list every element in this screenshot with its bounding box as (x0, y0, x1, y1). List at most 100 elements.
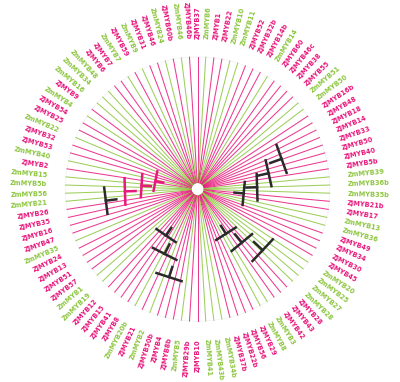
Text: ZmMYB43b: ZmMYB43b (213, 338, 224, 380)
Text: ZmMYB20b: ZmMYB20b (104, 320, 129, 360)
Text: ZmMYB7: ZmMYB7 (99, 32, 121, 63)
Text: ZjMYB60b: ZjMYB60b (160, 4, 173, 42)
Text: ZjMYB9: ZjMYB9 (54, 79, 80, 101)
Text: ZjMYB15: ZjMYB15 (81, 304, 106, 333)
Text: ZmMYB41: ZmMYB41 (204, 339, 212, 377)
Text: ZjMYB16: ZjMYB16 (21, 227, 54, 242)
Text: ZjMYB37b: ZjMYB37b (231, 334, 246, 372)
Text: ZmMYB2: ZmMYB2 (129, 328, 146, 361)
Text: ZjMYB47: ZjMYB47 (24, 236, 57, 253)
Text: ZmMYB10: ZmMYB10 (231, 6, 246, 44)
Text: ZmMYB3: ZmMYB3 (274, 316, 296, 346)
Text: ZjMYB50: ZjMYB50 (342, 136, 374, 151)
Text: ZmMYB28: ZmMYB28 (304, 291, 334, 322)
Text: ZjMYB21b: ZjMYB21b (347, 200, 385, 209)
Text: ZjMYB28: ZjMYB28 (297, 298, 323, 326)
Text: ZjMYB8: ZjMYB8 (101, 316, 121, 342)
Text: ZjMYB17: ZjMYB17 (346, 209, 379, 220)
Text: ZjMYB38: ZjMYB38 (297, 52, 323, 80)
Text: ZjMYB33: ZjMYB33 (338, 125, 371, 142)
Text: ZjMYB55: ZjMYB55 (304, 60, 331, 87)
Text: ZmMYB34b: ZmMYB34b (222, 336, 236, 379)
Text: ZjMYB52: ZjMYB52 (249, 18, 266, 50)
Text: ZjMYB59: ZjMYB59 (108, 27, 129, 58)
Text: ZjMYB42: ZjMYB42 (282, 310, 306, 340)
Text: ZjMYB13: ZjMYB13 (38, 262, 69, 283)
Text: ZmMYB13: ZmMYB13 (344, 219, 382, 232)
Text: ZmMYB27: ZmMYB27 (310, 285, 342, 314)
Text: ZjMYB43: ZjMYB43 (290, 304, 315, 333)
Text: ZjMYB25: ZjMYB25 (33, 105, 64, 125)
Text: ZmMYB14: ZmMYB14 (274, 28, 299, 63)
Text: ZjMYB12: ZjMYB12 (72, 298, 98, 326)
Text: ZmMYB16: ZmMYB16 (53, 65, 85, 94)
Text: ZmMYB5: ZmMYB5 (172, 338, 182, 371)
Text: ZmMYB51: ZmMYB51 (310, 65, 342, 94)
Text: ZjMYB24: ZjMYB24 (32, 253, 64, 274)
Text: ZmMYB15: ZmMYB15 (11, 169, 48, 178)
Text: ZjMYB49: ZjMYB49 (338, 236, 371, 253)
Text: ZjMYB31: ZjMYB31 (129, 18, 146, 50)
Text: ZjMYB30: ZjMYB30 (331, 253, 363, 274)
Text: ZmMYB5b: ZmMYB5b (10, 180, 48, 188)
Text: ZjMYB50b: ZjMYB50b (138, 332, 155, 369)
Text: ZjMYB10: ZjMYB10 (195, 340, 201, 372)
Text: ZjMYB16b: ZjMYB16b (321, 83, 356, 108)
Text: ZjMYB7: ZjMYB7 (92, 42, 113, 68)
Text: ZjMYB60: ZjMYB60 (282, 38, 306, 68)
Text: ZmMYB1: ZmMYB1 (57, 285, 85, 311)
Text: ZjMYB46: ZjMYB46 (139, 14, 155, 47)
Text: ZjMYB53: ZjMYB53 (21, 136, 54, 151)
Text: ZjMYB57: ZjMYB57 (50, 277, 80, 302)
Text: ZmMYB20: ZmMYB20 (321, 270, 356, 295)
Text: ZjMYB8b: ZjMYB8b (161, 336, 173, 369)
Text: ZmMYB19: ZmMYB19 (61, 291, 92, 322)
Text: ZmMYB36b: ZmMYB36b (348, 180, 390, 188)
Text: ZmMYB25: ZmMYB25 (316, 277, 349, 304)
Text: ZjMYB29: ZjMYB29 (258, 324, 277, 356)
Text: ZmMYB8: ZmMYB8 (266, 320, 287, 352)
Text: ZmMYB4: ZmMYB4 (44, 86, 74, 108)
Text: ZmMYB36: ZmMYB36 (342, 227, 379, 243)
Text: ZmMYB35b: ZmMYB35b (348, 191, 390, 198)
Text: ZjMYB32: ZjMYB32 (24, 125, 57, 142)
Text: ZjMYB48: ZjMYB48 (326, 95, 358, 117)
Text: ZjMYB26: ZjMYB26 (16, 209, 50, 220)
Text: ZmMYB46: ZmMYB46 (172, 3, 182, 40)
Text: ZjMYB46b: ZjMYB46b (183, 2, 191, 39)
Text: ZjMYB18: ZjMYB18 (331, 105, 363, 125)
Text: ZjMYB6: ZjMYB6 (84, 48, 106, 74)
Text: ZjMYB14: ZjMYB14 (335, 115, 367, 133)
Text: ZmMYB9: ZmMYB9 (118, 22, 138, 54)
Text: ZjMYB1: ZjMYB1 (213, 12, 222, 40)
Text: ZmMYB50: ZmMYB50 (316, 74, 349, 101)
Text: ZmMYB11: ZmMYB11 (240, 10, 257, 47)
Text: ZjMYB34: ZjMYB34 (335, 245, 367, 263)
Text: ZjMYB5b: ZjMYB5b (346, 158, 379, 169)
Text: ZmMYB24: ZmMYB24 (149, 6, 164, 44)
Text: ZjMYB37: ZjMYB37 (195, 6, 201, 39)
Text: ZjMYB56: ZjMYB56 (249, 328, 266, 361)
Text: ZjMYB45: ZjMYB45 (326, 262, 358, 283)
Text: ZjMYB22: ZjMYB22 (222, 9, 234, 42)
Text: ZmMYB40: ZmMYB40 (14, 146, 51, 160)
Text: ZjMYB14b: ZjMYB14b (266, 23, 289, 58)
Text: ZmMYB48: ZmMYB48 (69, 49, 98, 80)
Text: ZjMYB32b: ZjMYB32b (258, 18, 279, 54)
Text: ZjMYB51: ZjMYB51 (44, 270, 74, 293)
Text: ZmMYB6: ZmMYB6 (204, 6, 212, 39)
Text: ZjMYB2: ZjMYB2 (21, 159, 50, 169)
Text: ZjMYB41: ZjMYB41 (90, 310, 113, 340)
Text: ZjMYB21: ZjMYB21 (118, 324, 138, 356)
Text: ZjMYB29b: ZjMYB29b (183, 339, 191, 377)
Text: ZmMYB39: ZmMYB39 (347, 169, 385, 178)
Text: ZjMYB4: ZjMYB4 (151, 334, 164, 363)
Text: ZmMYB21: ZmMYB21 (10, 200, 48, 209)
Text: ZjMYB54: ZjMYB54 (38, 95, 69, 117)
Text: ZmMYB56: ZmMYB56 (10, 191, 48, 198)
Text: ZjMYB40: ZjMYB40 (344, 147, 377, 160)
Text: ZjMYB35: ZjMYB35 (18, 219, 51, 231)
Text: ZjMYB46c: ZjMYB46c (290, 42, 317, 74)
Text: ZmMYB22: ZmMYB22 (24, 113, 60, 133)
Text: ZmMYB34: ZmMYB34 (61, 57, 92, 87)
